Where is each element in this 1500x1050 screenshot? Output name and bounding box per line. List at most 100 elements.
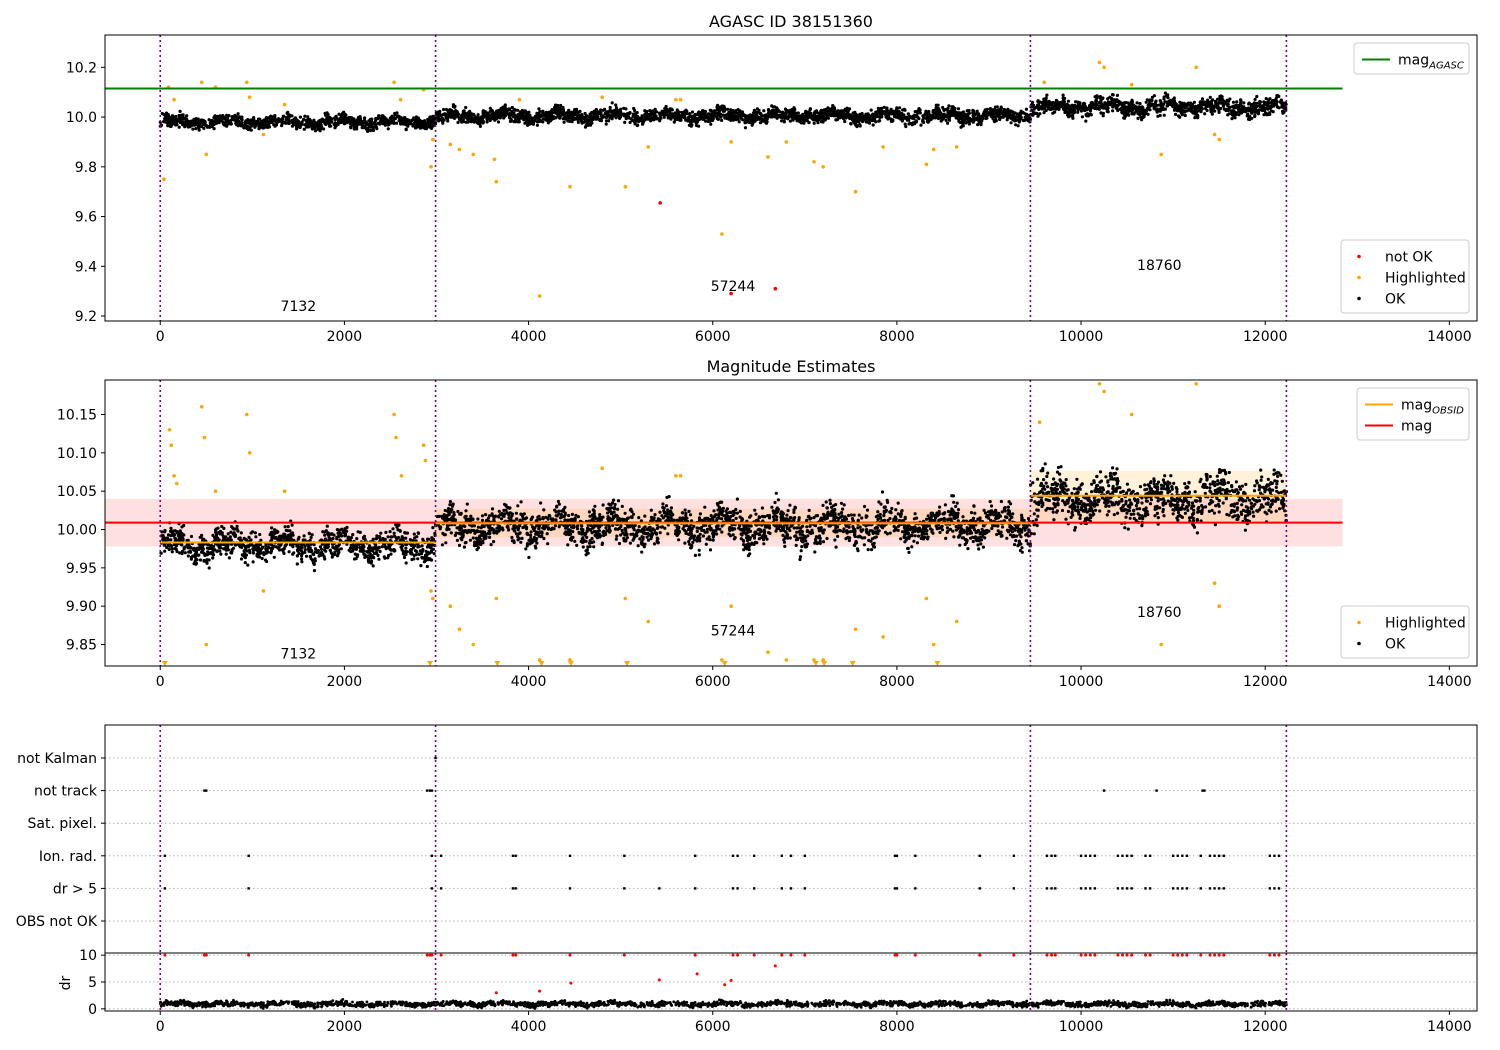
ok-point <box>529 119 533 123</box>
ok-point <box>219 552 223 556</box>
ok-point <box>628 120 632 125</box>
ok-point <box>979 123 983 127</box>
ok-point <box>1085 113 1089 118</box>
ok-point <box>913 110 917 114</box>
ok-point <box>520 110 524 114</box>
ok-point <box>1032 105 1036 109</box>
ok-point <box>1005 118 1009 122</box>
ok-point <box>1079 109 1083 113</box>
ok-point <box>270 536 274 540</box>
ok-point <box>535 111 539 115</box>
ok-point <box>612 112 617 116</box>
ok-point <box>808 107 813 111</box>
ok-point <box>393 111 397 116</box>
ok-point <box>169 526 173 530</box>
ok-point <box>726 107 730 111</box>
ok-point <box>1269 104 1273 108</box>
ok-point <box>222 117 226 121</box>
ok-point <box>1067 113 1071 117</box>
ok-point <box>1278 100 1282 104</box>
ok-point <box>218 114 222 118</box>
ok-point <box>759 117 763 121</box>
ok-point <box>1281 101 1285 105</box>
ok-point <box>994 110 998 114</box>
ok-point <box>1235 100 1239 104</box>
ok-point <box>582 116 586 120</box>
ok-point <box>181 120 185 125</box>
data-point <box>471 152 476 157</box>
ok-point <box>1008 109 1012 113</box>
ok-point <box>594 107 598 112</box>
ok-point <box>702 111 707 115</box>
ok-point <box>186 125 190 129</box>
ok-point <box>1136 107 1140 111</box>
ok-point <box>1119 102 1123 106</box>
ok-point <box>498 113 502 117</box>
ok-point <box>697 117 702 121</box>
ok-point <box>260 119 264 123</box>
ok-point <box>1172 99 1177 103</box>
ok-point <box>1255 104 1259 108</box>
ok-point <box>492 113 496 117</box>
ok-point <box>436 110 440 114</box>
ok-point <box>355 537 359 541</box>
ok-point <box>1230 117 1234 121</box>
ok-point <box>921 114 925 118</box>
ok-point <box>256 117 261 121</box>
ok-point <box>193 549 197 553</box>
ok-point <box>616 108 620 113</box>
ok-point <box>376 121 380 125</box>
ok-point <box>1101 111 1105 115</box>
ok-point <box>253 122 257 126</box>
ok-point <box>848 116 852 120</box>
ok-point <box>835 118 840 122</box>
data-point <box>1217 137 1221 142</box>
ok-point <box>249 531 253 535</box>
ok-point <box>510 113 514 117</box>
ok-point <box>648 114 652 118</box>
ok-point <box>1141 111 1145 115</box>
ok-point <box>1033 111 1038 115</box>
ok-point <box>404 122 408 126</box>
data-point <box>646 145 651 149</box>
ok-point <box>510 109 514 114</box>
ok-point <box>160 530 164 534</box>
ok-point <box>1258 103 1262 107</box>
ok-point <box>865 113 869 117</box>
ok-point <box>622 112 626 116</box>
ok-point <box>306 115 310 119</box>
ok-point <box>561 111 565 115</box>
ok-point <box>1277 106 1281 110</box>
ok-point <box>533 118 537 122</box>
data-point <box>457 147 462 152</box>
ok-point <box>618 112 622 117</box>
ok-point <box>533 115 538 119</box>
ok-point <box>739 116 743 120</box>
ok-point <box>311 123 315 128</box>
ok-point <box>635 117 639 121</box>
ok-point <box>1042 97 1046 101</box>
data-point <box>1159 152 1163 157</box>
ok-point <box>1210 112 1214 116</box>
ok-point <box>756 116 761 120</box>
ok-point <box>686 116 690 120</box>
data-point <box>261 132 266 137</box>
ok-point <box>518 113 522 117</box>
ok-point <box>736 108 740 112</box>
ok-point <box>1239 107 1244 111</box>
ok-point <box>844 109 848 113</box>
ok-point <box>649 119 653 123</box>
ok-point <box>1189 105 1193 110</box>
ok-point <box>1133 106 1137 110</box>
ok-point <box>194 122 198 126</box>
ok-point <box>205 124 209 128</box>
ok-point <box>689 122 693 126</box>
ok-point <box>1136 116 1140 120</box>
ok-point <box>854 112 858 116</box>
ok-point <box>363 116 367 120</box>
ok-point <box>226 119 231 123</box>
ok-point <box>251 548 255 553</box>
ok-point <box>599 108 603 112</box>
ok-point <box>519 116 523 120</box>
